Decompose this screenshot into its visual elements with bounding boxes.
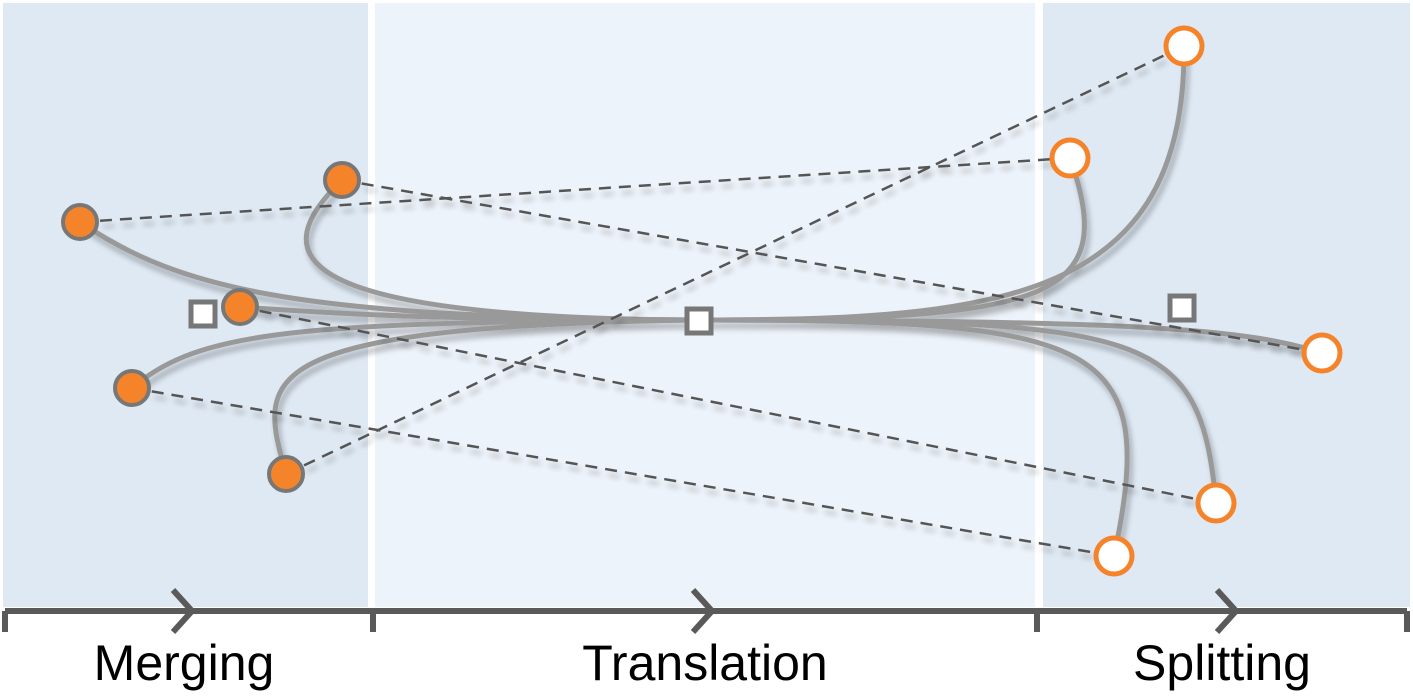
phase-label-translation: Translation: [582, 635, 827, 691]
hollow-square-icon: [188, 299, 218, 329]
time-axis: [2, 587, 1410, 635]
hollow-square-icon: [1167, 293, 1197, 323]
filled-circle-icon: [323, 161, 361, 199]
center-markers: [188, 293, 1197, 336]
source-points: [61, 161, 361, 493]
filled-circle-icon: [61, 203, 99, 241]
chevron-right-icon: [170, 587, 197, 635]
target-points: [1049, 25, 1343, 577]
dashed-link-3: [239, 305, 1217, 505]
trajectory-to-target-5: [697, 317, 1130, 559]
hollow-circle-icon: [1301, 332, 1343, 374]
dashed-link-1: [79, 156, 1071, 224]
merging-trajectories: [77, 177, 703, 477]
hollow-circle-icon: [1093, 535, 1135, 577]
filled-circle-icon: [267, 455, 305, 493]
hollow-circle-icon: [1049, 137, 1091, 179]
hollow-circle-icon: [1163, 25, 1205, 67]
chevron-right-icon: [690, 587, 717, 635]
dashed-link-2: [341, 178, 1323, 355]
filled-circle-icon: [113, 369, 151, 407]
hollow-square-icon: [684, 306, 714, 336]
chevron-right-icon: [1214, 587, 1241, 635]
hollow-circle-icon: [1195, 482, 1237, 524]
dashed-links: [79, 44, 1323, 558]
trajectory-from-source-4: [129, 317, 703, 391]
phase-label-merging: Merging: [94, 635, 275, 691]
dashed-link-4: [131, 386, 1115, 558]
splitting-trajectories: [697, 43, 1325, 559]
phase-merging-background: [3, 3, 368, 607]
dashed-link-5: [285, 44, 1185, 476]
trajectory-from-source-5: [272, 317, 703, 477]
trajectory-from-source-2: [303, 177, 703, 323]
phase-label-splitting: Splitting: [1133, 635, 1311, 691]
filled-circle-icon: [221, 288, 259, 326]
phase-translation-background: [375, 3, 1035, 607]
